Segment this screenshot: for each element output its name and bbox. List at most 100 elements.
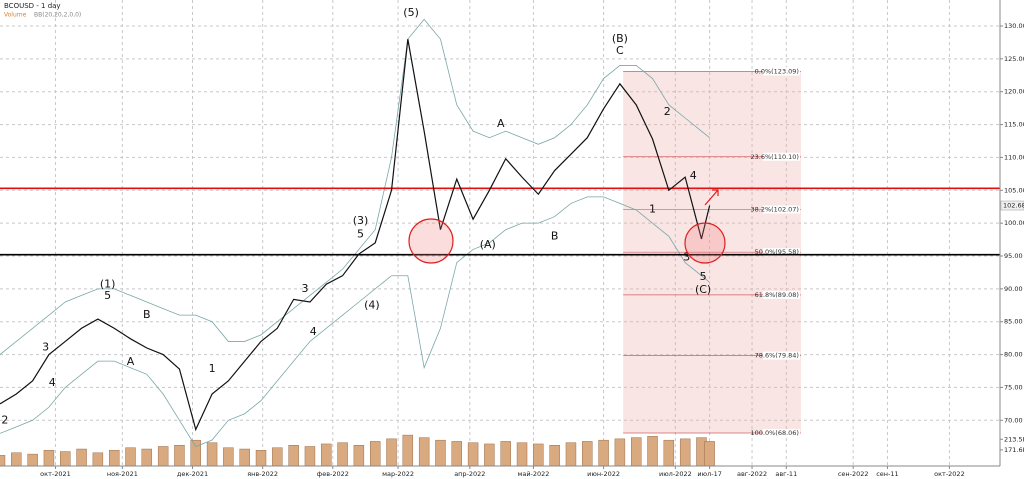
fib-label-bg <box>762 152 800 161</box>
arrow <box>704 189 719 206</box>
volume-bar <box>704 441 715 467</box>
y-tick-label: 130.00 <box>1004 22 1024 30</box>
volume-bar <box>418 437 430 467</box>
y-tick-label: 75.00 <box>1004 383 1023 391</box>
fib-label: 61.8%(89.08) <box>755 291 799 299</box>
fib-label: 23.6%(110.10) <box>751 153 799 161</box>
volume-bar <box>631 437 642 467</box>
x-tick-label: июн-2022 <box>587 470 620 478</box>
x-tick-label: май-2022 <box>517 470 549 478</box>
x-tick-label: окт-2021 <box>40 470 71 478</box>
wave-label: (3) <box>353 214 369 227</box>
volume-bar <box>190 439 201 467</box>
y-tick-label: 90.00 <box>1004 285 1023 293</box>
wave-label: A <box>497 117 505 130</box>
wave-label: 4 <box>310 325 317 338</box>
volume-bar <box>272 447 283 467</box>
volume-bar <box>679 438 691 467</box>
chart-title: BCOUSD - 1 day <box>4 2 61 10</box>
back-layer: 0.0%(123.09) 23.6%(110.10) 38.2%(102.07) 50… <box>0 0 1000 467</box>
volume-bar <box>467 442 479 467</box>
volume-bar <box>125 447 136 467</box>
volume-bar <box>174 445 185 467</box>
wave-label: 2 <box>664 105 671 118</box>
fib-label: 100.0%(68.06) <box>751 429 799 437</box>
wave-label: 1 <box>649 202 656 215</box>
last-price-box <box>1000 200 1024 211</box>
volume-bar <box>435 439 446 467</box>
volume-bar <box>27 453 38 467</box>
x-tick-label: июл-2022 <box>659 470 692 478</box>
volume-bar <box>386 438 397 467</box>
x-tick-label: июл-17 <box>697 470 721 478</box>
volume-bar <box>353 445 365 467</box>
wave-label: (1) <box>100 277 116 290</box>
volume-bar <box>43 450 55 467</box>
y2-tick-label: 171.6K <box>1004 446 1024 454</box>
volume-bar <box>614 438 626 467</box>
bollinger-band <box>0 196 710 448</box>
x-tick-label: мар-2022 <box>382 470 414 478</box>
wave-label: 1 <box>209 362 216 375</box>
wave-label: 5 <box>357 227 364 240</box>
volume-bar <box>500 441 511 467</box>
wave-label: A <box>127 355 135 368</box>
wave-label: B <box>551 229 559 242</box>
fib-label: 0.0%(123.09) <box>755 67 799 75</box>
main-layer: 70.00 75.00 80.00 85.00 90.00 95.00 100.00 105.… <box>0 6 1024 478</box>
wave-label: 3 <box>42 340 49 353</box>
x-tick-label: фев-2022 <box>317 470 349 478</box>
highlight-circle <box>684 222 726 264</box>
volume-bar <box>92 452 104 467</box>
bollinger-band <box>0 18 710 355</box>
y-tick-label: 110.00 <box>1004 153 1024 161</box>
wave-label: (5) <box>403 6 419 19</box>
x-tick-label: авг-2022 <box>737 470 767 478</box>
fib-label-bg <box>762 67 800 76</box>
volume-bar <box>663 439 675 467</box>
volume-bar <box>582 441 593 467</box>
wave-label: 3 <box>683 250 690 263</box>
x-tick-label: окт-2022 <box>934 470 965 478</box>
volume-bar <box>223 447 234 467</box>
volume-bar <box>239 448 250 467</box>
volume-bar <box>11 452 22 467</box>
volume-bar <box>370 441 381 467</box>
volume-bar <box>157 446 169 467</box>
wave-label: 3 <box>302 282 309 295</box>
volume-bar <box>108 450 120 467</box>
volume-bar <box>321 443 332 467</box>
x-tick-label: янв-2022 <box>247 470 278 478</box>
y-tick-label: 70.00 <box>1004 416 1023 424</box>
volume-bar <box>451 441 462 467</box>
y-tick-label: 95.00 <box>1004 252 1023 260</box>
wave-label: 4 <box>49 376 56 389</box>
y-tick-label: 120.00 <box>1004 88 1024 96</box>
wave-label: (A) <box>480 238 496 251</box>
fib-label: 38.2%(102.07) <box>751 206 799 214</box>
volume-bar <box>206 442 218 467</box>
last-price-label: 102.68 <box>1003 202 1024 210</box>
highlight-circle <box>408 218 454 264</box>
y-tick-label: 80.00 <box>1004 351 1023 359</box>
x-tick-label: сен-2022 <box>838 470 869 478</box>
y2-tick-label: 213.5K <box>1004 435 1024 443</box>
fib-label-bg <box>762 351 800 360</box>
fib-label-bg <box>762 429 800 438</box>
x-tick-label: дек-2021 <box>177 470 208 478</box>
volume-bar <box>76 448 87 467</box>
volume-bar <box>255 450 267 467</box>
legend-bb: BB(20,20,2,0,0) <box>34 12 81 19</box>
volume-bar <box>288 445 299 467</box>
volume-bar <box>60 451 71 467</box>
price-line <box>0 39 711 432</box>
fib-label-bg <box>762 248 800 257</box>
volume-bar <box>516 442 528 467</box>
fib-label: 50.0%(95.58) <box>755 248 799 256</box>
volume-bar <box>484 443 495 467</box>
wave-label: (B) <box>612 32 628 45</box>
wave-label: 5 <box>104 289 111 302</box>
wave-label: (C) <box>695 283 711 296</box>
